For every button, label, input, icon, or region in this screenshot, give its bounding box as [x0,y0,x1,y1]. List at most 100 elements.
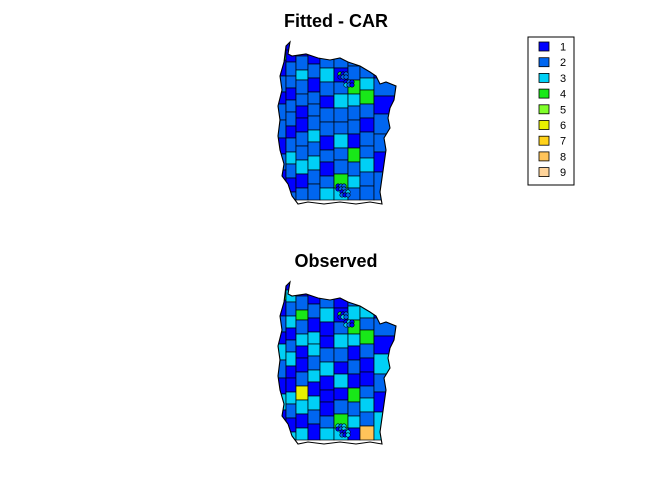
legend-label-9: 9 [560,167,566,179]
map-region [333,387,349,401]
map-region [319,321,335,337]
map-region [319,347,335,363]
map-region [373,353,396,375]
map-region [319,67,335,83]
legend-label-1: 1 [560,42,566,54]
map-region [285,339,297,353]
map-region [347,93,361,107]
map-region [295,319,309,335]
map-region [319,282,335,299]
state-outline [277,40,397,205]
map-region [319,415,335,429]
map-region [333,333,349,349]
map-region [295,93,309,107]
map-region [307,63,321,79]
map-region [359,343,375,359]
legend-box [527,36,575,186]
map-region [373,335,396,355]
map-region [307,169,321,185]
state-outline [277,280,397,445]
map-region [347,147,361,163]
map-region [359,317,375,331]
map-region [319,135,335,151]
legend-swatch-4 [538,88,550,99]
map-region [285,61,297,77]
map-region [307,129,321,143]
legend-swatch-5 [538,104,550,115]
map-region [295,131,309,147]
map-region [295,145,309,161]
map-region [295,173,309,189]
map-region [307,381,321,397]
map-region [359,145,375,159]
map-region [347,373,361,389]
legend-swatch-8 [538,151,550,162]
map-region [359,117,375,133]
map-region [285,377,297,393]
map-region [373,282,396,305]
map-region [333,121,349,135]
map-region [295,345,309,359]
map-region [333,93,349,109]
map-region [359,51,375,67]
map-region [347,401,361,417]
map-urban-district [345,432,351,438]
map-region [373,42,396,65]
map-region [285,151,297,165]
map-region [295,187,309,201]
map-region [307,423,321,441]
map-region [285,99,297,113]
map-region [319,161,335,177]
map-region [333,55,349,69]
map-regions [278,42,396,201]
map-region [307,91,321,105]
map-region [333,282,349,301]
map-region [307,103,321,117]
map-region [319,307,335,323]
map-region [307,282,321,297]
map-region [307,331,321,345]
legend-label-3: 3 [560,73,566,85]
map-region [285,351,297,367]
legend-swatch-2 [538,57,550,68]
map-region [285,75,297,89]
map-region [319,107,335,123]
map-region [295,105,309,119]
map-region [285,301,297,317]
map-region [295,117,309,133]
map-region [347,333,361,347]
map-region [359,329,375,345]
map-region [285,391,297,405]
map-urban-district [349,322,355,328]
legend-swatch-9 [538,167,550,178]
legend-swatch-6 [538,120,550,130]
legend-swatch-3 [538,73,550,83]
map-region [307,409,321,425]
legend-swatch-1 [538,41,550,52]
map-region [359,77,375,91]
map-region [295,333,309,347]
map-region [359,385,375,399]
map-region [333,159,349,175]
legend-label-8: 8 [560,151,566,163]
map-region [307,317,321,333]
map-region [295,69,309,81]
map-region [359,411,375,427]
map-region [307,395,321,411]
map-region [319,149,335,163]
map-urban-district [345,192,351,198]
map-region [359,42,375,57]
map-region [373,95,396,115]
map-region [373,59,396,79]
map-region [307,369,321,383]
map-region [359,371,375,387]
map-region [359,103,375,119]
map-region [278,181,287,195]
map-region [373,113,396,135]
map-region [295,159,309,175]
map-region [319,361,335,377]
map-region [359,185,375,201]
map-region [295,399,309,415]
map-region [359,357,375,373]
